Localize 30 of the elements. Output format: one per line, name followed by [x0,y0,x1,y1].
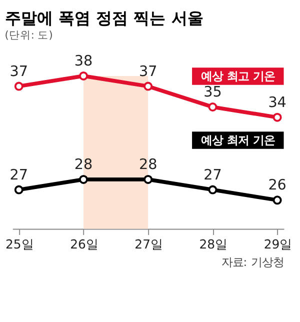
point [208,102,218,112]
point [208,185,218,194]
data-label: 27 [204,167,222,184]
chart-title: 주말에 폭염 정점 찍는 서울 [4,8,204,28]
point [14,82,24,91]
x-tick-label: 29일 [264,236,292,252]
data-label: 26 [268,178,286,194]
text: 자료: 기상청 [221,255,284,270]
point [78,174,88,184]
data-label: 37 [138,64,158,80]
point [272,112,282,122]
series-label: 예상 최고 기온 [200,69,275,84]
x-tick-label: 27일 [134,236,162,252]
x-tick-label: 28일 [199,236,228,252]
data-label: 34 [268,94,286,111]
data-label: 28 [138,156,158,173]
data-label: 35 [204,84,222,100]
point [78,71,88,80]
x-tick-label: 25일 [5,236,34,252]
data-label: 37 [10,64,28,80]
point [14,185,24,194]
point [272,196,282,205]
text: 예상 최저 기온 [200,133,275,148]
point [144,82,153,91]
data-label: 27 [10,167,28,184]
point [144,174,153,184]
x-tick-label: 26일 [70,236,98,252]
data-label: 28 [74,156,93,173]
chart-subtitle: (단위: 도) [4,30,53,42]
data-label: 38 [74,53,93,70]
